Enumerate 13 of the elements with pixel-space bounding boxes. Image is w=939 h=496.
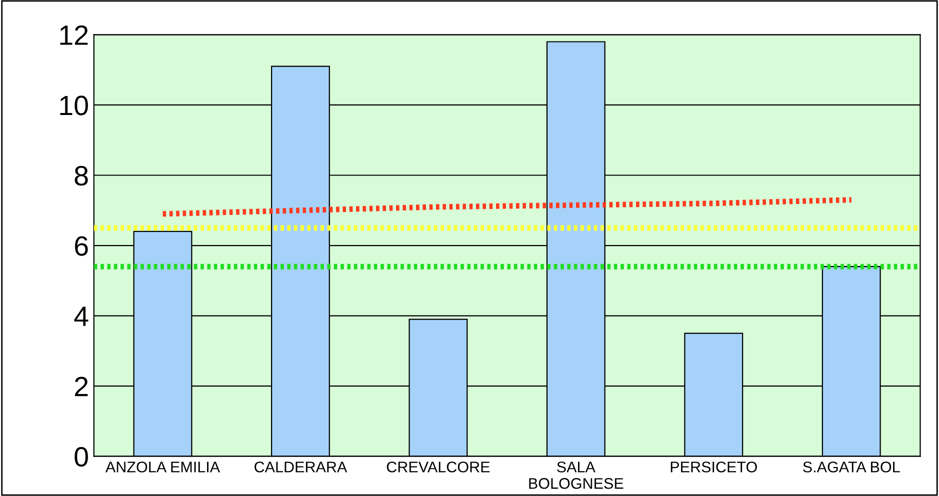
y-tick-label: 4 xyxy=(74,306,88,326)
x-tick-label: S.AGATA BOL xyxy=(803,462,900,472)
y-tick-label: 12 xyxy=(60,25,88,45)
x-tick-label: PERSICETO xyxy=(670,462,757,472)
y-tick-label: 8 xyxy=(74,166,88,186)
x-tick-label: CREVALCORE xyxy=(386,462,490,472)
x-tick-label: SALA BOLOGNESE xyxy=(529,462,624,489)
x-tick-label: ANZOLA EMILIA xyxy=(105,462,220,472)
x-tick-label: CALDERARA xyxy=(254,462,348,472)
y-tick-label: 10 xyxy=(60,96,88,116)
y-tick-label: 0 xyxy=(74,446,88,467)
y-tick-label: 6 xyxy=(75,236,88,256)
y-tick-label: 2 xyxy=(74,376,88,396)
